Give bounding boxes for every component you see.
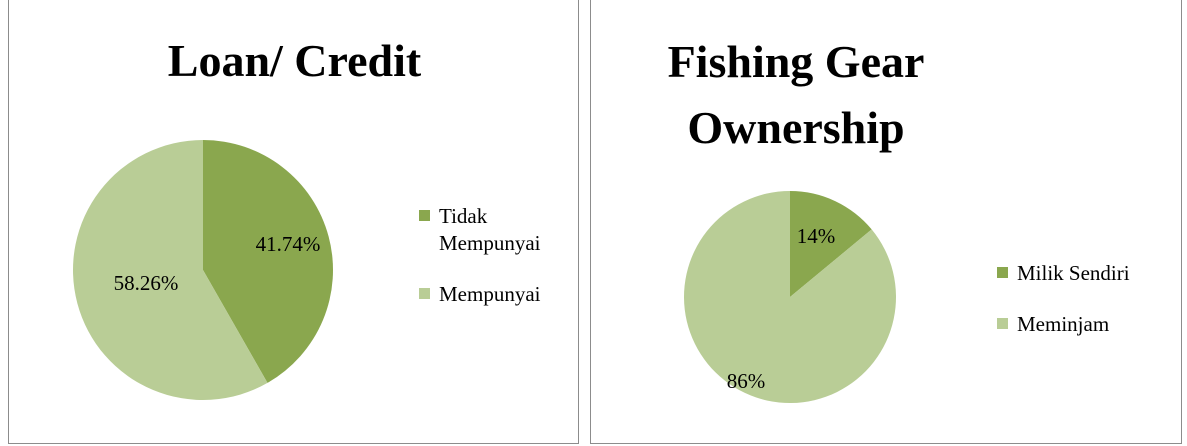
data-label: 86% [727,369,766,393]
chart-title: Fishing Gear Ownership [667,36,925,153]
legend-item: Milik Sendiri [997,260,1183,287]
legend-label: Tidak Mempunyai [439,204,541,255]
pie-slice [72,140,268,400]
legend-label: Meminjam [1017,312,1110,336]
legend-item: Meminjam [997,311,1183,338]
pie-slice [790,191,872,297]
data-label: 58.26% [114,271,179,295]
pie-slice [203,140,333,383]
pie-slice [684,191,896,403]
legend-item: Mempunyai [419,281,559,308]
legend: Milik Sendiri Meminjam [997,260,1183,362]
legend-item: Tidak Mempunyai [419,203,559,257]
legend-swatch [419,210,430,221]
legend-swatch [419,288,430,299]
data-label: 14% [797,224,836,248]
data-label: 41.74% [256,232,321,256]
legend-swatch [997,318,1008,329]
legend-label: Mempunyai [439,282,541,306]
chart-title: Loan/ Credit [167,35,422,86]
legend-swatch [997,267,1008,278]
chart-panel: Fishing Gear Ownership 14% 86% Milik Sendir… [590,0,1182,444]
legend: Tidak Mempunyai Mempunyai [419,203,559,332]
pie: 41.74% 58.26% [72,140,333,400]
chart-panel: Loan/ Credit 41.74% 58.26% Tidak Mempunyai M… [8,0,579,444]
pie: 14% 86% [684,191,896,403]
legend-label: Milik Sendiri [1017,261,1130,285]
